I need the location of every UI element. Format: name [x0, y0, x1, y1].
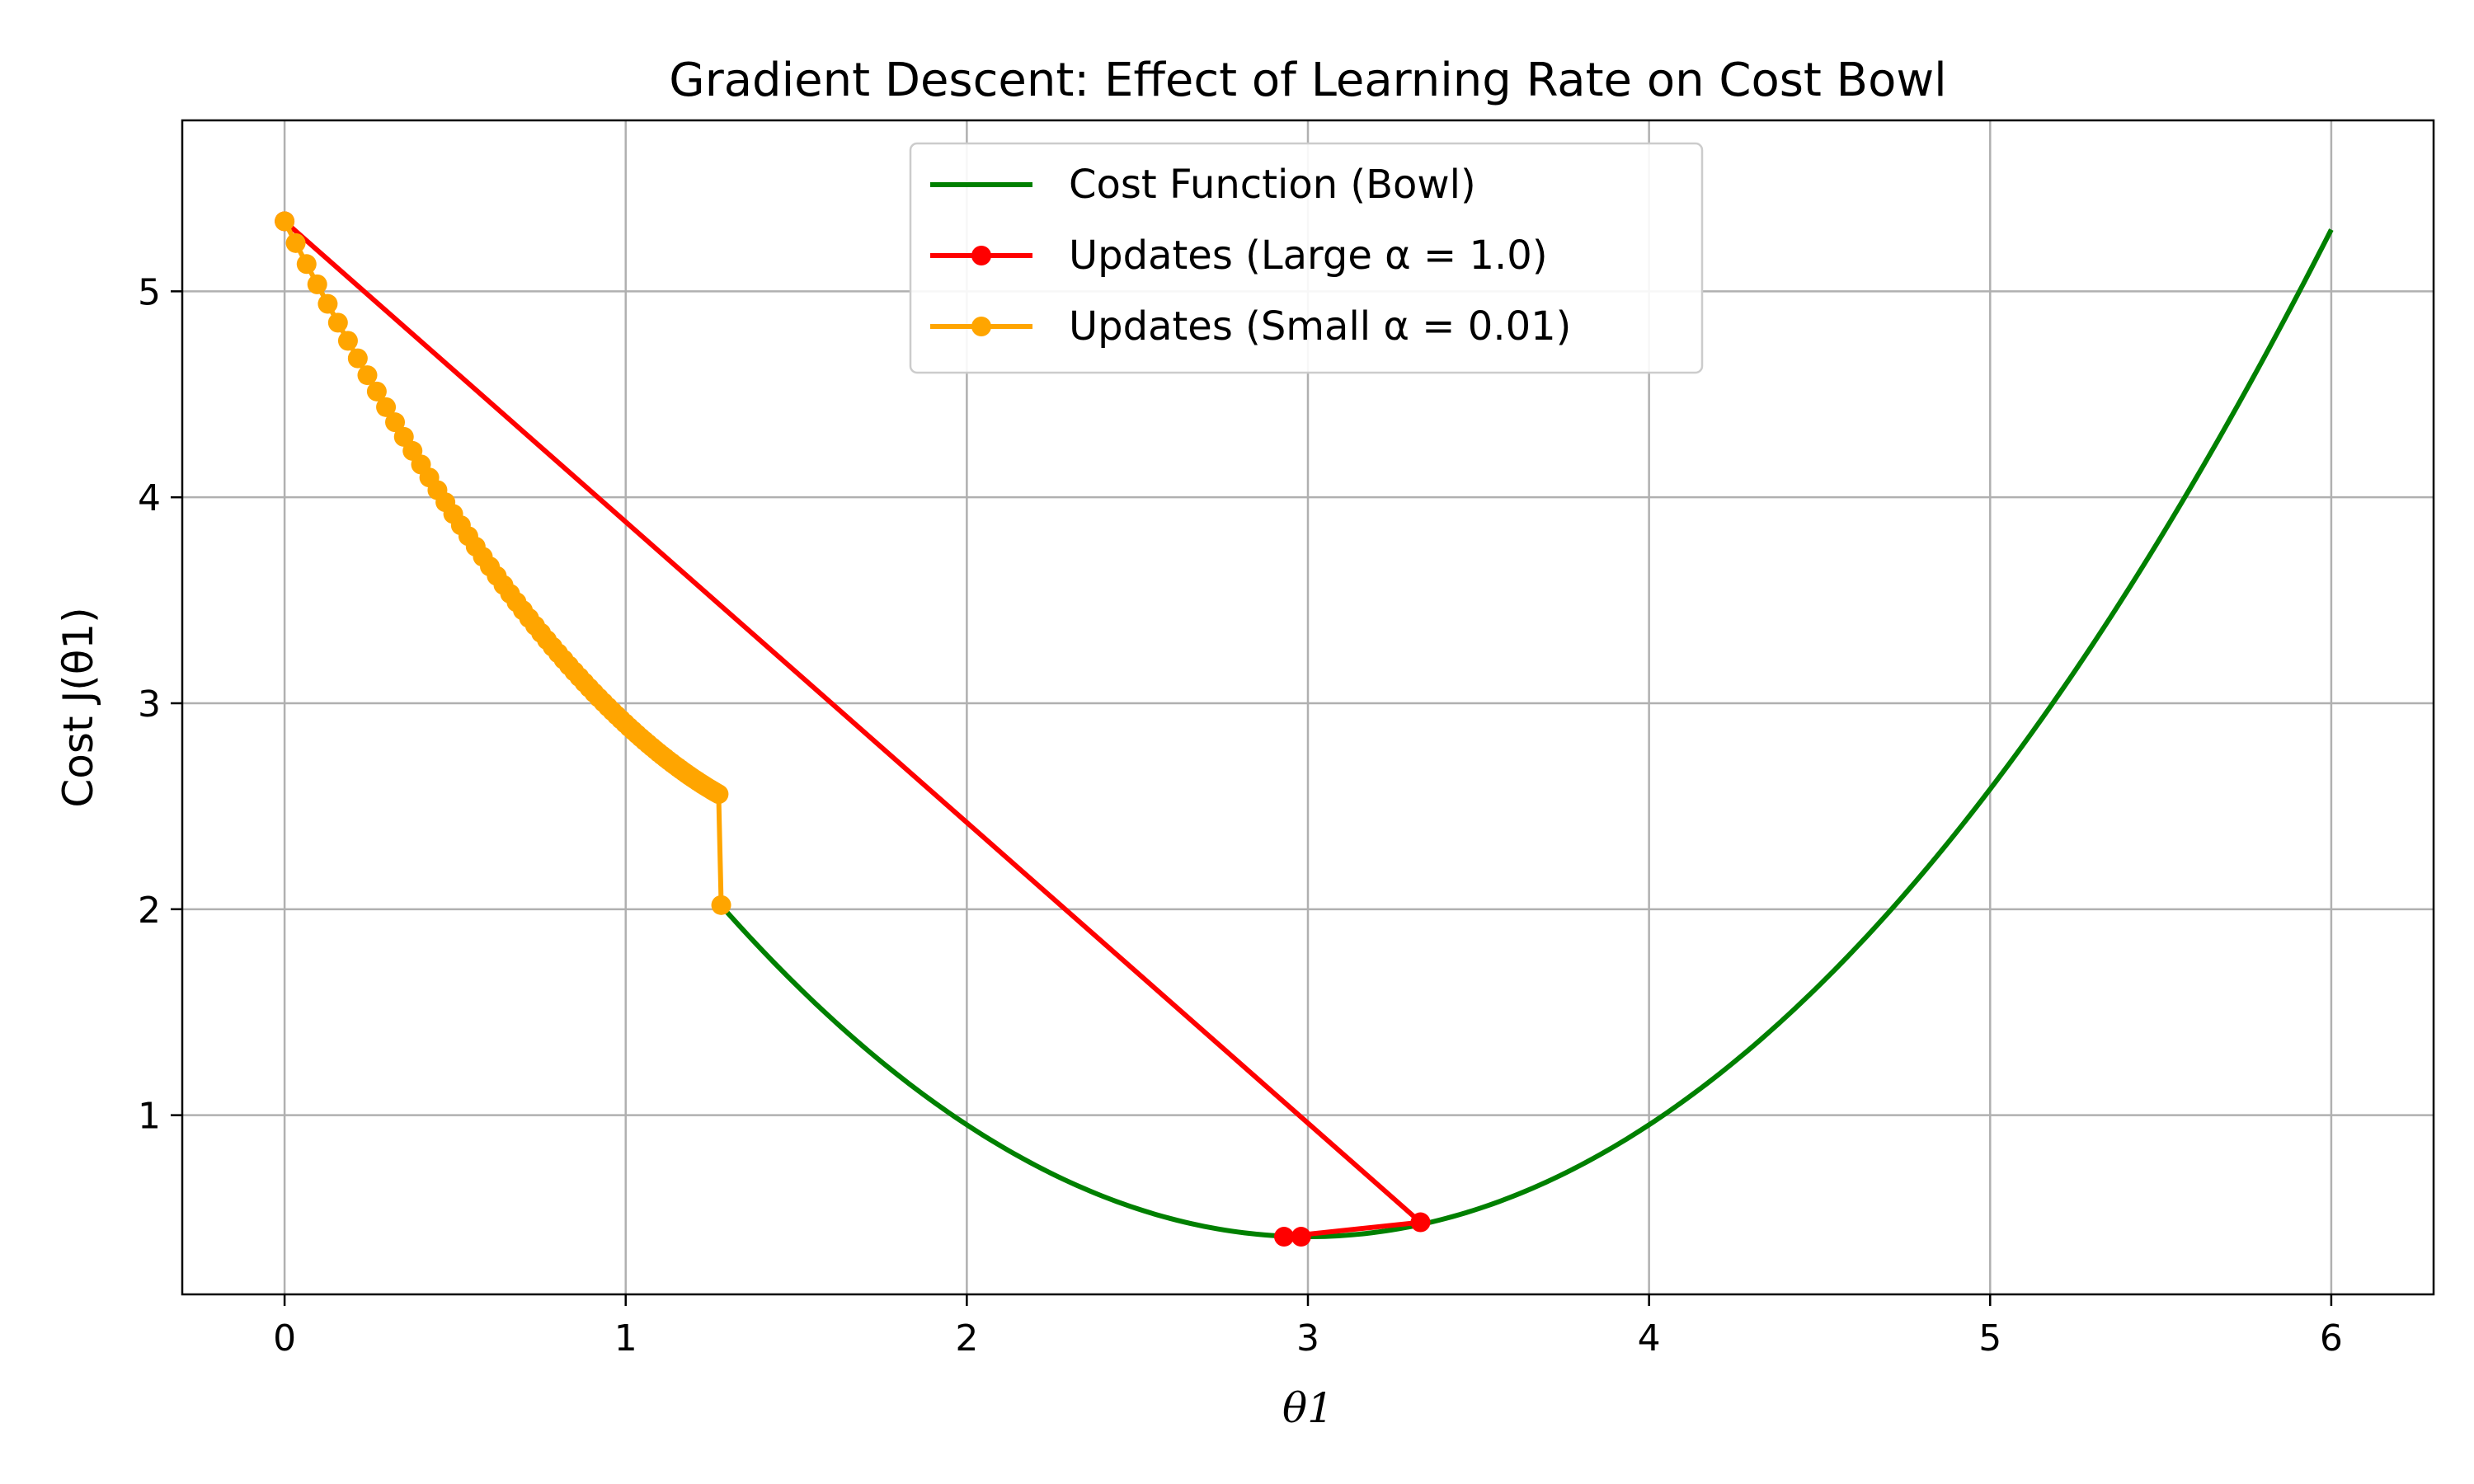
large-alpha-point — [1410, 1212, 1431, 1233]
small-alpha-point — [357, 365, 378, 386]
cost-function-line — [719, 228, 2334, 1240]
small-alpha-point — [307, 274, 327, 294]
y-tick-label: 3 — [138, 683, 161, 726]
y-axis-label: Cost J(θ1) — [54, 607, 102, 807]
small-alpha-point — [296, 254, 317, 275]
x-tick-label: 0 — [273, 1317, 296, 1360]
y-tick-label: 4 — [138, 477, 161, 519]
small-alpha-point — [376, 397, 397, 417]
x-tick-label: 4 — [1638, 1317, 1661, 1360]
small-alpha-point — [708, 784, 729, 805]
small-alpha-point — [711, 895, 731, 915]
legend-label-large: Updates (Large α = 1.0) — [1069, 232, 1548, 279]
y-tick-label: 1 — [138, 1096, 161, 1138]
x-axis-label-text: θ1 — [1282, 1384, 1333, 1432]
legend-marker-large — [971, 246, 991, 265]
small-alpha-point — [275, 211, 295, 232]
legend-marker-small — [971, 317, 991, 336]
small-alpha-point — [327, 312, 348, 333]
y-tick-label: 5 — [138, 271, 161, 313]
small-alpha-point — [337, 331, 358, 351]
small-alpha-point — [385, 412, 406, 433]
large-alpha-point — [1274, 1227, 1295, 1247]
x-tick-label: 6 — [2320, 1317, 2343, 1360]
chart-title: Gradient Descent: Effect of Learning Rat… — [669, 54, 1946, 107]
x-axis: 0 1 2 3 4 5 6 — [273, 1294, 2343, 1360]
y-tick-label: 2 — [138, 890, 161, 932]
small-alpha-point — [317, 294, 338, 314]
legend-box — [909, 142, 1704, 374]
series-layer — [275, 211, 2334, 1247]
x-tick-label: 5 — [1978, 1317, 2001, 1360]
x-tick-label: 1 — [614, 1317, 637, 1360]
x-tick-label: 2 — [955, 1317, 978, 1360]
small-alpha-point — [366, 381, 387, 402]
small-alpha-point — [347, 348, 368, 369]
large-alpha-point — [1291, 1227, 1311, 1247]
small-alpha-point — [285, 232, 306, 253]
legend-label-small: Updates (Small α = 0.01) — [1069, 303, 1571, 350]
legend: Cost Function (Bowl) Updates (Large α = … — [909, 142, 1704, 374]
x-axis-label: θ1 — [1282, 1384, 1333, 1432]
x-tick-label: 3 — [1296, 1317, 1319, 1360]
legend-label-cost: Cost Function (Bowl) — [1069, 162, 1476, 208]
y-axis: 1 2 3 4 5 — [138, 271, 182, 1138]
